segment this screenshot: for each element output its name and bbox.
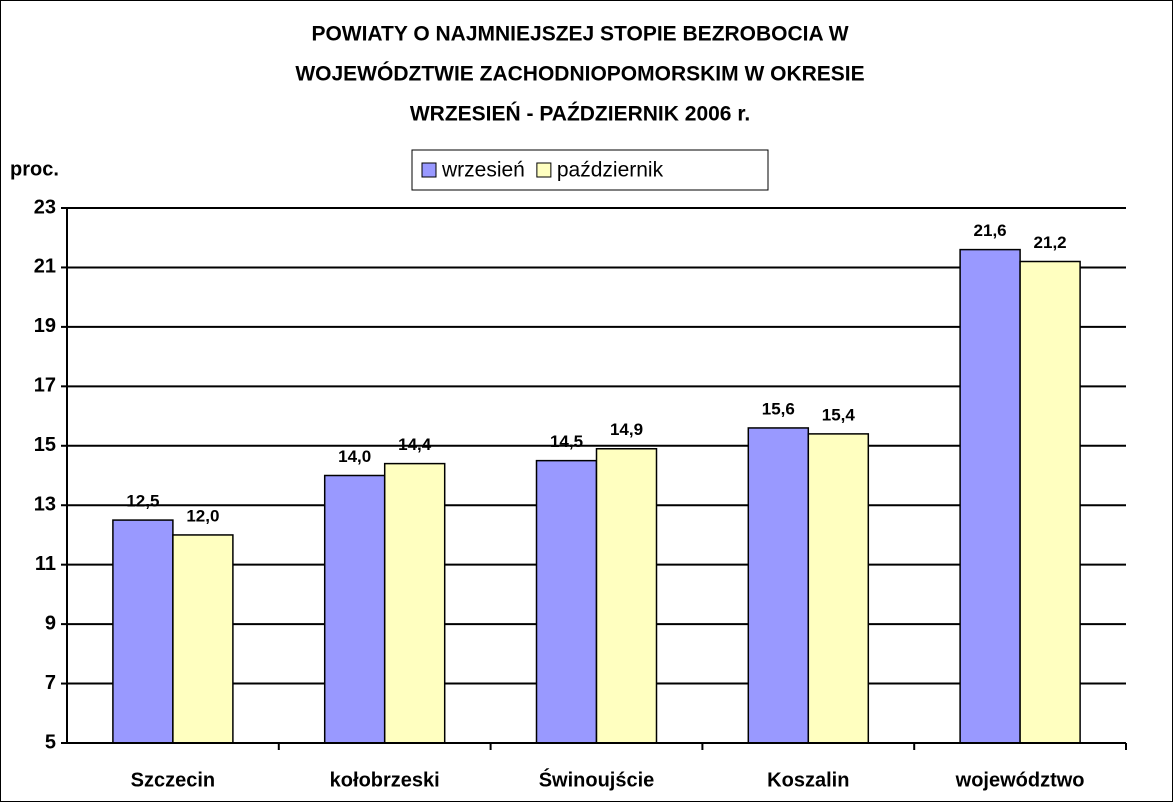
y-tick-label: 9 [45, 612, 56, 634]
chart-title: POWIATY O NAJMNIEJSZEJ STOPIE BEZROBOCIA… [311, 23, 848, 46]
legend-label: październik [557, 159, 664, 182]
data-label: 21,2 [1034, 233, 1067, 252]
data-label: 21,6 [974, 221, 1007, 240]
legend-label: wrzesień [441, 159, 525, 182]
chart-title: WRZESIEŃ - PAŹDZIERNIK 2006 r. [410, 103, 750, 126]
x-tick-label: Świnoujście [539, 767, 655, 791]
bar [595, 448, 658, 744]
data-label: 14,5 [550, 432, 583, 451]
data-label: 12,5 [126, 492, 159, 511]
y-tick-label: 19 [34, 315, 56, 337]
legend-box [411, 149, 769, 191]
y-axis-label: proc. [10, 158, 59, 180]
bar [323, 474, 386, 744]
data-label: 15,4 [822, 405, 856, 424]
bar [807, 433, 870, 744]
bar [535, 459, 598, 744]
y-tick-label: 11 [35, 553, 56, 575]
x-tick-label: Szczecin [131, 769, 215, 791]
bar [1019, 260, 1081, 744]
data-label: 14,9 [610, 420, 643, 439]
data-label: 14,4 [398, 435, 432, 454]
legend-swatch [536, 162, 552, 178]
data-label: 15,6 [762, 399, 795, 418]
legend-swatch [421, 162, 437, 178]
x-tick-label: kołobrzeski [330, 769, 440, 791]
y-tick-label: 17 [34, 375, 56, 397]
y-tick-label: 7 [45, 672, 56, 694]
bar [959, 248, 1021, 744]
data-label: 14,0 [338, 447, 371, 466]
bar [112, 519, 174, 744]
chart-title: WOJEWÓDZTWIE ZACHODNIOPOMORSKIM W OKRESI… [295, 62, 864, 86]
y-tick-label: 5 [45, 731, 56, 753]
y-tick-label: 23 [34, 196, 56, 218]
y-tick-label: 15 [34, 434, 56, 456]
y-tick-label: 21 [34, 256, 56, 278]
data-label: 12,0 [186, 506, 219, 525]
y-tick-label: 13 [34, 494, 56, 516]
bar [383, 462, 446, 744]
x-tick-label: województwo [955, 769, 1085, 791]
bar [747, 427, 810, 744]
x-tick-label: Koszalin [767, 769, 849, 791]
bar [172, 534, 234, 744]
